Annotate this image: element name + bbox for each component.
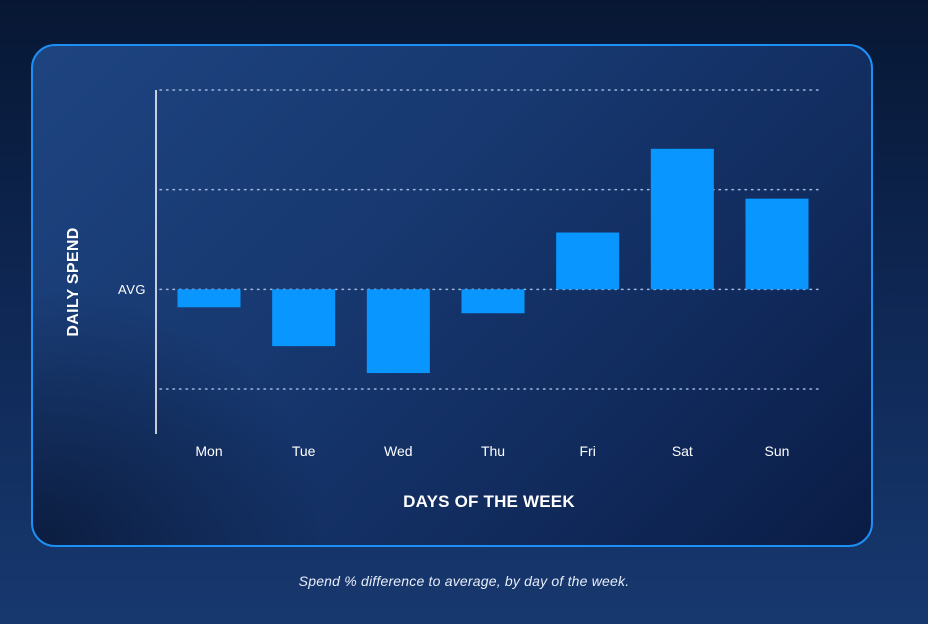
grid-lines <box>159 89 823 390</box>
bar-mon <box>177 289 241 308</box>
x-tick-label: Sun <box>765 443 790 459</box>
bar-thu <box>461 289 525 314</box>
avg-baseline-label: AVG <box>118 282 146 297</box>
x-tick-label: Wed <box>384 443 413 459</box>
bar-sat <box>650 148 714 290</box>
bar-fri <box>556 232 620 290</box>
bar-wed <box>366 289 430 374</box>
x-tick-label: Tue <box>292 443 316 459</box>
chart-card <box>31 44 873 547</box>
bar-sun <box>745 198 809 290</box>
x-tick-label: Sat <box>672 443 693 459</box>
bar-tue <box>272 289 336 347</box>
x-tick-label: Fri <box>580 443 596 459</box>
x-tick-label: Mon <box>195 443 222 459</box>
x-axis-title: DAYS OF THE WEEK <box>403 492 575 511</box>
bars <box>177 148 809 374</box>
chart-caption: Spend % difference to average, by day of… <box>298 573 630 589</box>
x-tick-label: Thu <box>481 443 505 459</box>
y-axis-title: DAILY SPEND <box>65 227 82 337</box>
x-tick-labels: Mon Tue Wed Thu Fri Sat Sun <box>195 443 789 459</box>
